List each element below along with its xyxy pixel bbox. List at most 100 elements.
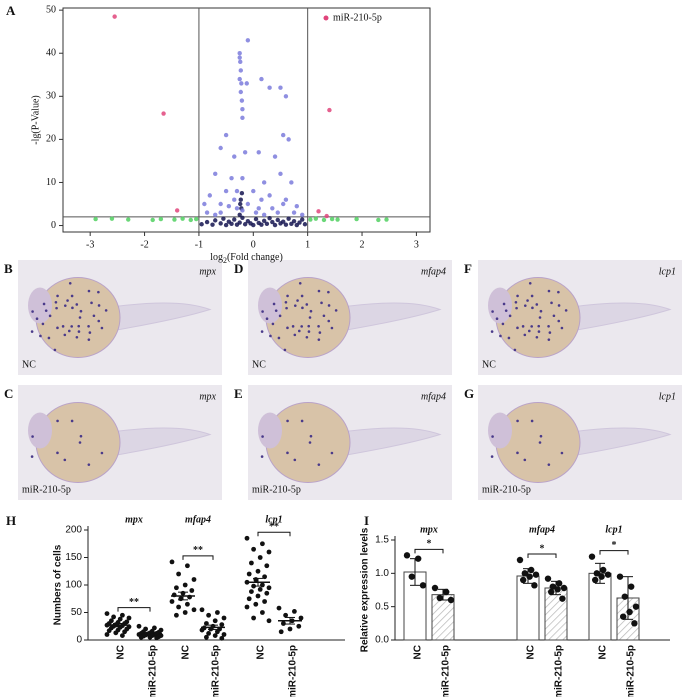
point bbox=[174, 612, 179, 618]
point bbox=[245, 201, 251, 207]
point bbox=[239, 81, 244, 86]
point bbox=[286, 137, 291, 142]
stained-cell bbox=[68, 282, 72, 285]
stained-cell bbox=[78, 441, 82, 444]
stained-cell bbox=[527, 329, 531, 333]
point bbox=[283, 94, 289, 99]
point bbox=[532, 571, 540, 578]
point bbox=[415, 555, 422, 562]
embryo-head bbox=[488, 287, 512, 324]
point bbox=[237, 55, 242, 60]
stained-cell bbox=[552, 314, 556, 318]
point bbox=[283, 612, 288, 618]
stained-cell bbox=[305, 303, 309, 306]
group-label: mfap4 bbox=[185, 514, 211, 525]
point bbox=[616, 573, 624, 580]
stained-cell bbox=[56, 326, 59, 330]
point bbox=[191, 607, 197, 613]
panel-label: H bbox=[6, 513, 16, 528]
point bbox=[300, 212, 305, 217]
stained-cell bbox=[528, 282, 532, 285]
point bbox=[289, 180, 294, 185]
point bbox=[264, 563, 270, 569]
stained-cell bbox=[272, 302, 276, 306]
stained-cell bbox=[490, 455, 494, 458]
point bbox=[251, 615, 256, 621]
significance-label: * bbox=[612, 540, 617, 551]
point bbox=[251, 583, 256, 589]
stained-cell bbox=[296, 299, 299, 302]
x-axis-label-part: log bbox=[210, 252, 223, 263]
point bbox=[218, 201, 223, 207]
point bbox=[600, 566, 607, 574]
point bbox=[240, 208, 245, 213]
stained-cell bbox=[293, 333, 297, 337]
point bbox=[237, 220, 242, 225]
x-tick-label: miR-210-5p bbox=[626, 645, 637, 697]
point bbox=[204, 634, 209, 640]
point bbox=[281, 219, 286, 224]
point bbox=[291, 219, 297, 224]
point bbox=[256, 150, 261, 155]
x-axis-label-part: (Fold change) bbox=[227, 252, 283, 263]
point bbox=[218, 145, 223, 151]
y-tick-label: 100 bbox=[65, 580, 82, 591]
point bbox=[257, 555, 263, 560]
point bbox=[262, 599, 267, 604]
point bbox=[191, 577, 197, 582]
point bbox=[275, 217, 280, 223]
significance-bracket bbox=[257, 531, 291, 537]
point bbox=[245, 38, 251, 43]
x-tick-label: -2 bbox=[140, 239, 148, 250]
embryo-head bbox=[488, 412, 512, 449]
y-tick-label: 1.0 bbox=[375, 568, 389, 579]
point bbox=[249, 560, 254, 566]
point bbox=[172, 217, 177, 222]
panel-label: B bbox=[4, 261, 13, 276]
point bbox=[218, 221, 223, 226]
stained-cell bbox=[297, 329, 301, 333]
stained-cell bbox=[71, 306, 74, 310]
x-axis-label: log2(Fold change) bbox=[210, 252, 283, 265]
stained-cell bbox=[320, 301, 323, 305]
point bbox=[255, 568, 261, 574]
point bbox=[403, 552, 411, 559]
point bbox=[238, 89, 243, 95]
stained-cell bbox=[508, 314, 512, 318]
stained-cell bbox=[285, 306, 288, 310]
point bbox=[588, 553, 596, 560]
stained-cell bbox=[56, 294, 59, 298]
point bbox=[232, 217, 237, 222]
embryo-tail bbox=[337, 302, 442, 333]
point bbox=[267, 85, 272, 90]
point bbox=[261, 212, 267, 217]
point bbox=[238, 68, 243, 73]
point bbox=[199, 607, 205, 613]
stained-cell bbox=[327, 304, 331, 307]
stained-cell bbox=[54, 300, 58, 304]
stained-cell bbox=[90, 301, 93, 305]
stained-cell bbox=[560, 451, 564, 455]
point bbox=[237, 76, 242, 82]
point bbox=[206, 631, 212, 636]
point bbox=[270, 206, 275, 211]
stained-cell bbox=[564, 309, 568, 312]
point bbox=[559, 595, 566, 602]
stained-cell bbox=[63, 458, 67, 462]
stained-cell bbox=[31, 310, 34, 313]
y-tick-label: 150 bbox=[65, 552, 82, 563]
gene-label: lcp1 bbox=[659, 266, 676, 277]
point bbox=[126, 217, 131, 222]
embryo-head bbox=[28, 287, 52, 324]
point bbox=[234, 188, 240, 194]
y-axis-label: Relative expression levels bbox=[360, 527, 371, 652]
point bbox=[207, 193, 212, 198]
stained-cell bbox=[557, 290, 560, 294]
point bbox=[213, 212, 218, 217]
point bbox=[431, 584, 439, 592]
x-tick-label: miR-210-5p bbox=[288, 645, 299, 697]
stained-cell bbox=[75, 303, 79, 306]
stained-cell bbox=[66, 299, 69, 302]
stained-cell bbox=[70, 294, 74, 298]
point bbox=[408, 573, 415, 580]
